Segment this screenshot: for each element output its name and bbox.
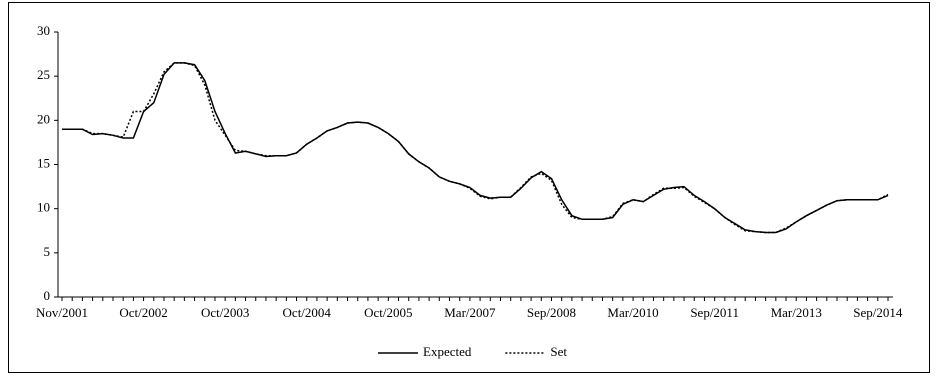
series-line (62, 62, 889, 234)
y-tick-label: 5 (44, 244, 51, 259)
x-tick-label: Oct/2002 (119, 305, 167, 320)
y-tick-label: 20 (37, 111, 50, 126)
series-line (62, 62, 889, 234)
y-tick-label: 15 (37, 155, 50, 170)
x-tick-label: Mar/2013 (771, 305, 822, 320)
x-tick-label: Oct/2004 (283, 305, 332, 320)
y-tick-label: 30 (37, 23, 50, 38)
chart-frame (8, 2, 930, 373)
y-tick-label: 10 (37, 200, 50, 215)
x-tick-label: Oct/2005 (364, 305, 412, 320)
x-tick-label: Mar/2007 (444, 305, 496, 320)
legend-label: Set (550, 344, 567, 359)
y-tick-label: 25 (37, 67, 50, 82)
x-tick-label: Oct/2003 (201, 305, 249, 320)
y-tick-label: 0 (44, 288, 51, 303)
x-tick-label: Nov/2001 (36, 305, 88, 320)
x-tick-label: Mar/2010 (607, 305, 658, 320)
x-tick-label: Sep/2014 (853, 305, 903, 320)
x-tick-label: Sep/2008 (527, 305, 576, 320)
legend-label: Expected (423, 344, 472, 359)
x-tick-label: Sep/2011 (690, 305, 739, 320)
